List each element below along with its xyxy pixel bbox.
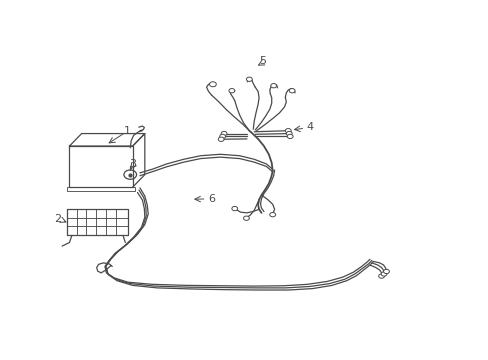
Circle shape — [270, 84, 276, 88]
Circle shape — [287, 134, 292, 139]
Circle shape — [269, 212, 275, 217]
Circle shape — [288, 89, 294, 93]
Circle shape — [231, 206, 237, 211]
Circle shape — [246, 77, 252, 81]
Circle shape — [383, 269, 388, 274]
Text: 5: 5 — [259, 57, 266, 66]
Circle shape — [285, 129, 290, 133]
Circle shape — [221, 131, 226, 136]
Text: 4: 4 — [306, 122, 313, 132]
Circle shape — [228, 89, 234, 93]
Text: 1: 1 — [124, 126, 131, 136]
Bar — [67, 187, 135, 192]
Bar — [69, 146, 132, 187]
Circle shape — [286, 131, 291, 136]
Circle shape — [380, 272, 386, 276]
Circle shape — [218, 137, 224, 141]
Text: 2: 2 — [54, 214, 61, 224]
Text: 3: 3 — [129, 159, 136, 169]
Circle shape — [219, 134, 225, 139]
Circle shape — [209, 82, 216, 87]
Text: 6: 6 — [207, 194, 215, 203]
Circle shape — [243, 216, 249, 220]
Circle shape — [378, 274, 384, 278]
